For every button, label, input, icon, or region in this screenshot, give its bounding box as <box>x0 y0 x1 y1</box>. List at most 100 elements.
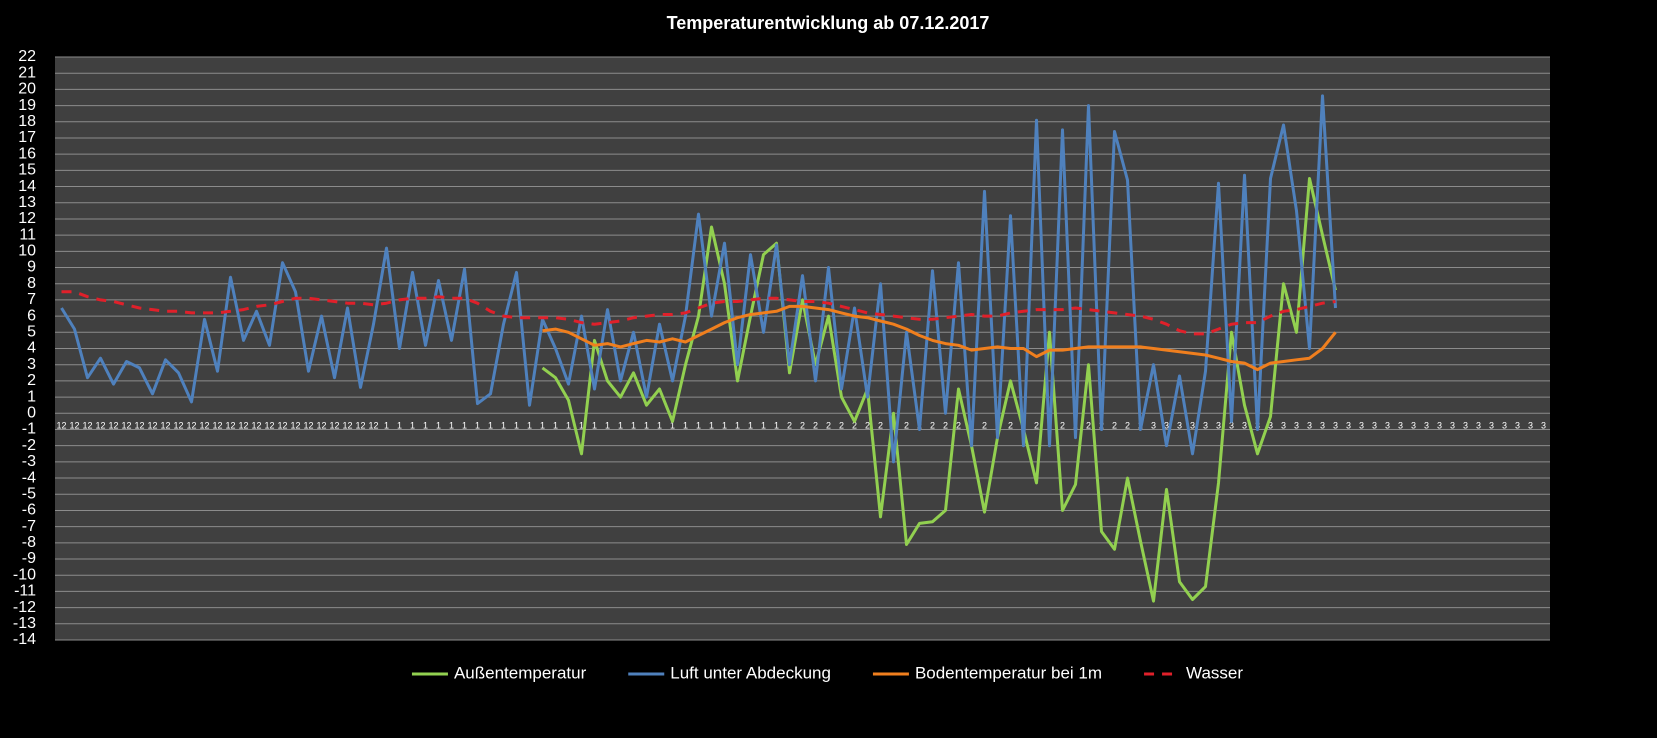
x-tick-label: 3 <box>1372 421 1377 431</box>
x-tick-label: 12 <box>121 421 131 431</box>
y-tick-label: 20 <box>18 81 36 98</box>
legend-label: Außentemperatur <box>454 663 587 682</box>
x-tick-label: 12 <box>264 421 274 431</box>
x-tick-label: 3 <box>1437 421 1442 431</box>
x-tick-label: 3 <box>1151 421 1156 431</box>
y-tick-label: -4 <box>22 469 36 486</box>
x-tick-label: 3 <box>1411 421 1416 431</box>
x-tick-label: 1 <box>475 421 480 431</box>
x-tick-label: 12 <box>95 421 105 431</box>
y-tick-label: 18 <box>18 113 36 130</box>
x-tick-label: 1 <box>605 421 610 431</box>
x-tick-label: 12 <box>108 421 118 431</box>
x-tick-label: 12 <box>238 421 248 431</box>
x-tick-label: 1 <box>540 421 545 431</box>
x-tick-label: 2 <box>1034 421 1039 431</box>
y-tick-label: 4 <box>27 340 36 357</box>
x-tick-label: 1 <box>579 421 584 431</box>
y-tick-label: 19 <box>18 97 36 114</box>
y-tick-label: 10 <box>18 243 36 260</box>
y-tick-label: -11 <box>14 583 36 600</box>
series <box>541 177 1337 603</box>
x-tick-label: 2 <box>904 421 909 431</box>
x-tick-label: 1 <box>488 421 493 431</box>
chart-title: Temperaturentwicklung ab 07.12.2017 <box>667 13 990 33</box>
x-tick-label: 3 <box>1424 421 1429 431</box>
x-tick-label: 2 <box>787 421 792 431</box>
x-tick-label: 3 <box>1450 421 1455 431</box>
y-tick-label: 21 <box>18 64 36 81</box>
x-tick-label: 1 <box>709 421 714 431</box>
x-tick-label: 3 <box>1476 421 1481 431</box>
x-tick-label: 3 <box>1229 421 1234 431</box>
y-tick-label: -12 <box>13 599 36 616</box>
y-tick-label: 16 <box>18 145 36 162</box>
x-tick-label: 2 <box>813 421 818 431</box>
x-tick-label: 2 <box>865 421 870 431</box>
x-tick-label: 3 <box>1216 421 1221 431</box>
y-tick-label: -9 <box>22 550 36 567</box>
x-tick-label: 2 <box>1112 421 1117 431</box>
line <box>541 177 1337 603</box>
x-tick-label: 1 <box>449 421 454 431</box>
x-tick-label: 1 <box>410 421 415 431</box>
x-tick-label: 3 <box>1502 421 1507 431</box>
x-tick-label: 1 <box>631 421 636 431</box>
x-tick-label: 1 <box>696 421 701 431</box>
legend-label: Luft unter Abdeckung <box>670 663 831 682</box>
x-tick-label: 12 <box>69 421 79 431</box>
x-tick-label: 3 <box>1177 421 1182 431</box>
x-tick-label: 3 <box>1294 421 1299 431</box>
y-tick-label: -14 <box>13 631 36 648</box>
x-tick-label: 1 <box>566 421 571 431</box>
y-tick-label: 9 <box>27 259 36 276</box>
x-tick-label: 1 <box>384 421 389 431</box>
y-tick-label: 0 <box>27 404 36 421</box>
y-tick-label: -13 <box>13 615 36 632</box>
x-tick-label: 1 <box>774 421 779 431</box>
x-tick-label: 3 <box>1307 421 1312 431</box>
y-tick-label: -7 <box>22 518 36 535</box>
y-tick-label: 6 <box>27 307 36 324</box>
x-tick-label: 3 <box>1359 421 1364 431</box>
x-tick-label: 12 <box>329 421 339 431</box>
x-tick-label: 3 <box>1333 421 1338 431</box>
x-tick-label: 1 <box>553 421 558 431</box>
x-tick-label: 1 <box>592 421 597 431</box>
x-tick-label: 3 <box>1242 421 1247 431</box>
y-tick-label: -3 <box>22 453 36 470</box>
x-tick-label: 1 <box>501 421 506 431</box>
x-tick-label: 1 <box>462 421 467 431</box>
x-tick-label: 12 <box>225 421 235 431</box>
x-tick-label: 3 <box>1268 421 1273 431</box>
y-tick-label: 13 <box>18 194 36 211</box>
line <box>61 290 1336 336</box>
y-tick-label: 22 <box>18 48 36 65</box>
x-tick-label: 1 <box>436 421 441 431</box>
y-tick-label: -8 <box>22 534 36 551</box>
x-tick-label: 12 <box>173 421 183 431</box>
y-tick-label: 17 <box>18 129 36 146</box>
line <box>60 94 1337 464</box>
x-tick-label: 12 <box>56 421 66 431</box>
x-tick-label: 1 <box>527 421 532 431</box>
series <box>61 290 1336 336</box>
x-tick-label: 12 <box>290 421 300 431</box>
y-tick-label: 2 <box>27 372 36 389</box>
x-tick-label: 2 <box>1125 421 1130 431</box>
x-tick-label: 1 <box>514 421 519 431</box>
x-tick-label: 1 <box>644 421 649 431</box>
legend-label: Wasser <box>1186 663 1243 682</box>
x-tick-label: 12 <box>355 421 365 431</box>
y-tick-label: 1 <box>27 388 36 405</box>
y-tick-label: -1 <box>22 421 36 438</box>
x-tick-label: 3 <box>1385 421 1390 431</box>
x-tick-label: 12 <box>303 421 313 431</box>
x-tick-label: 3 <box>1528 421 1533 431</box>
y-tick-label: -2 <box>22 437 36 454</box>
x-tick-label: 1 <box>722 421 727 431</box>
y-tick-label: 15 <box>18 162 36 179</box>
y-tick-label: 7 <box>27 291 36 308</box>
series <box>60 94 1337 464</box>
